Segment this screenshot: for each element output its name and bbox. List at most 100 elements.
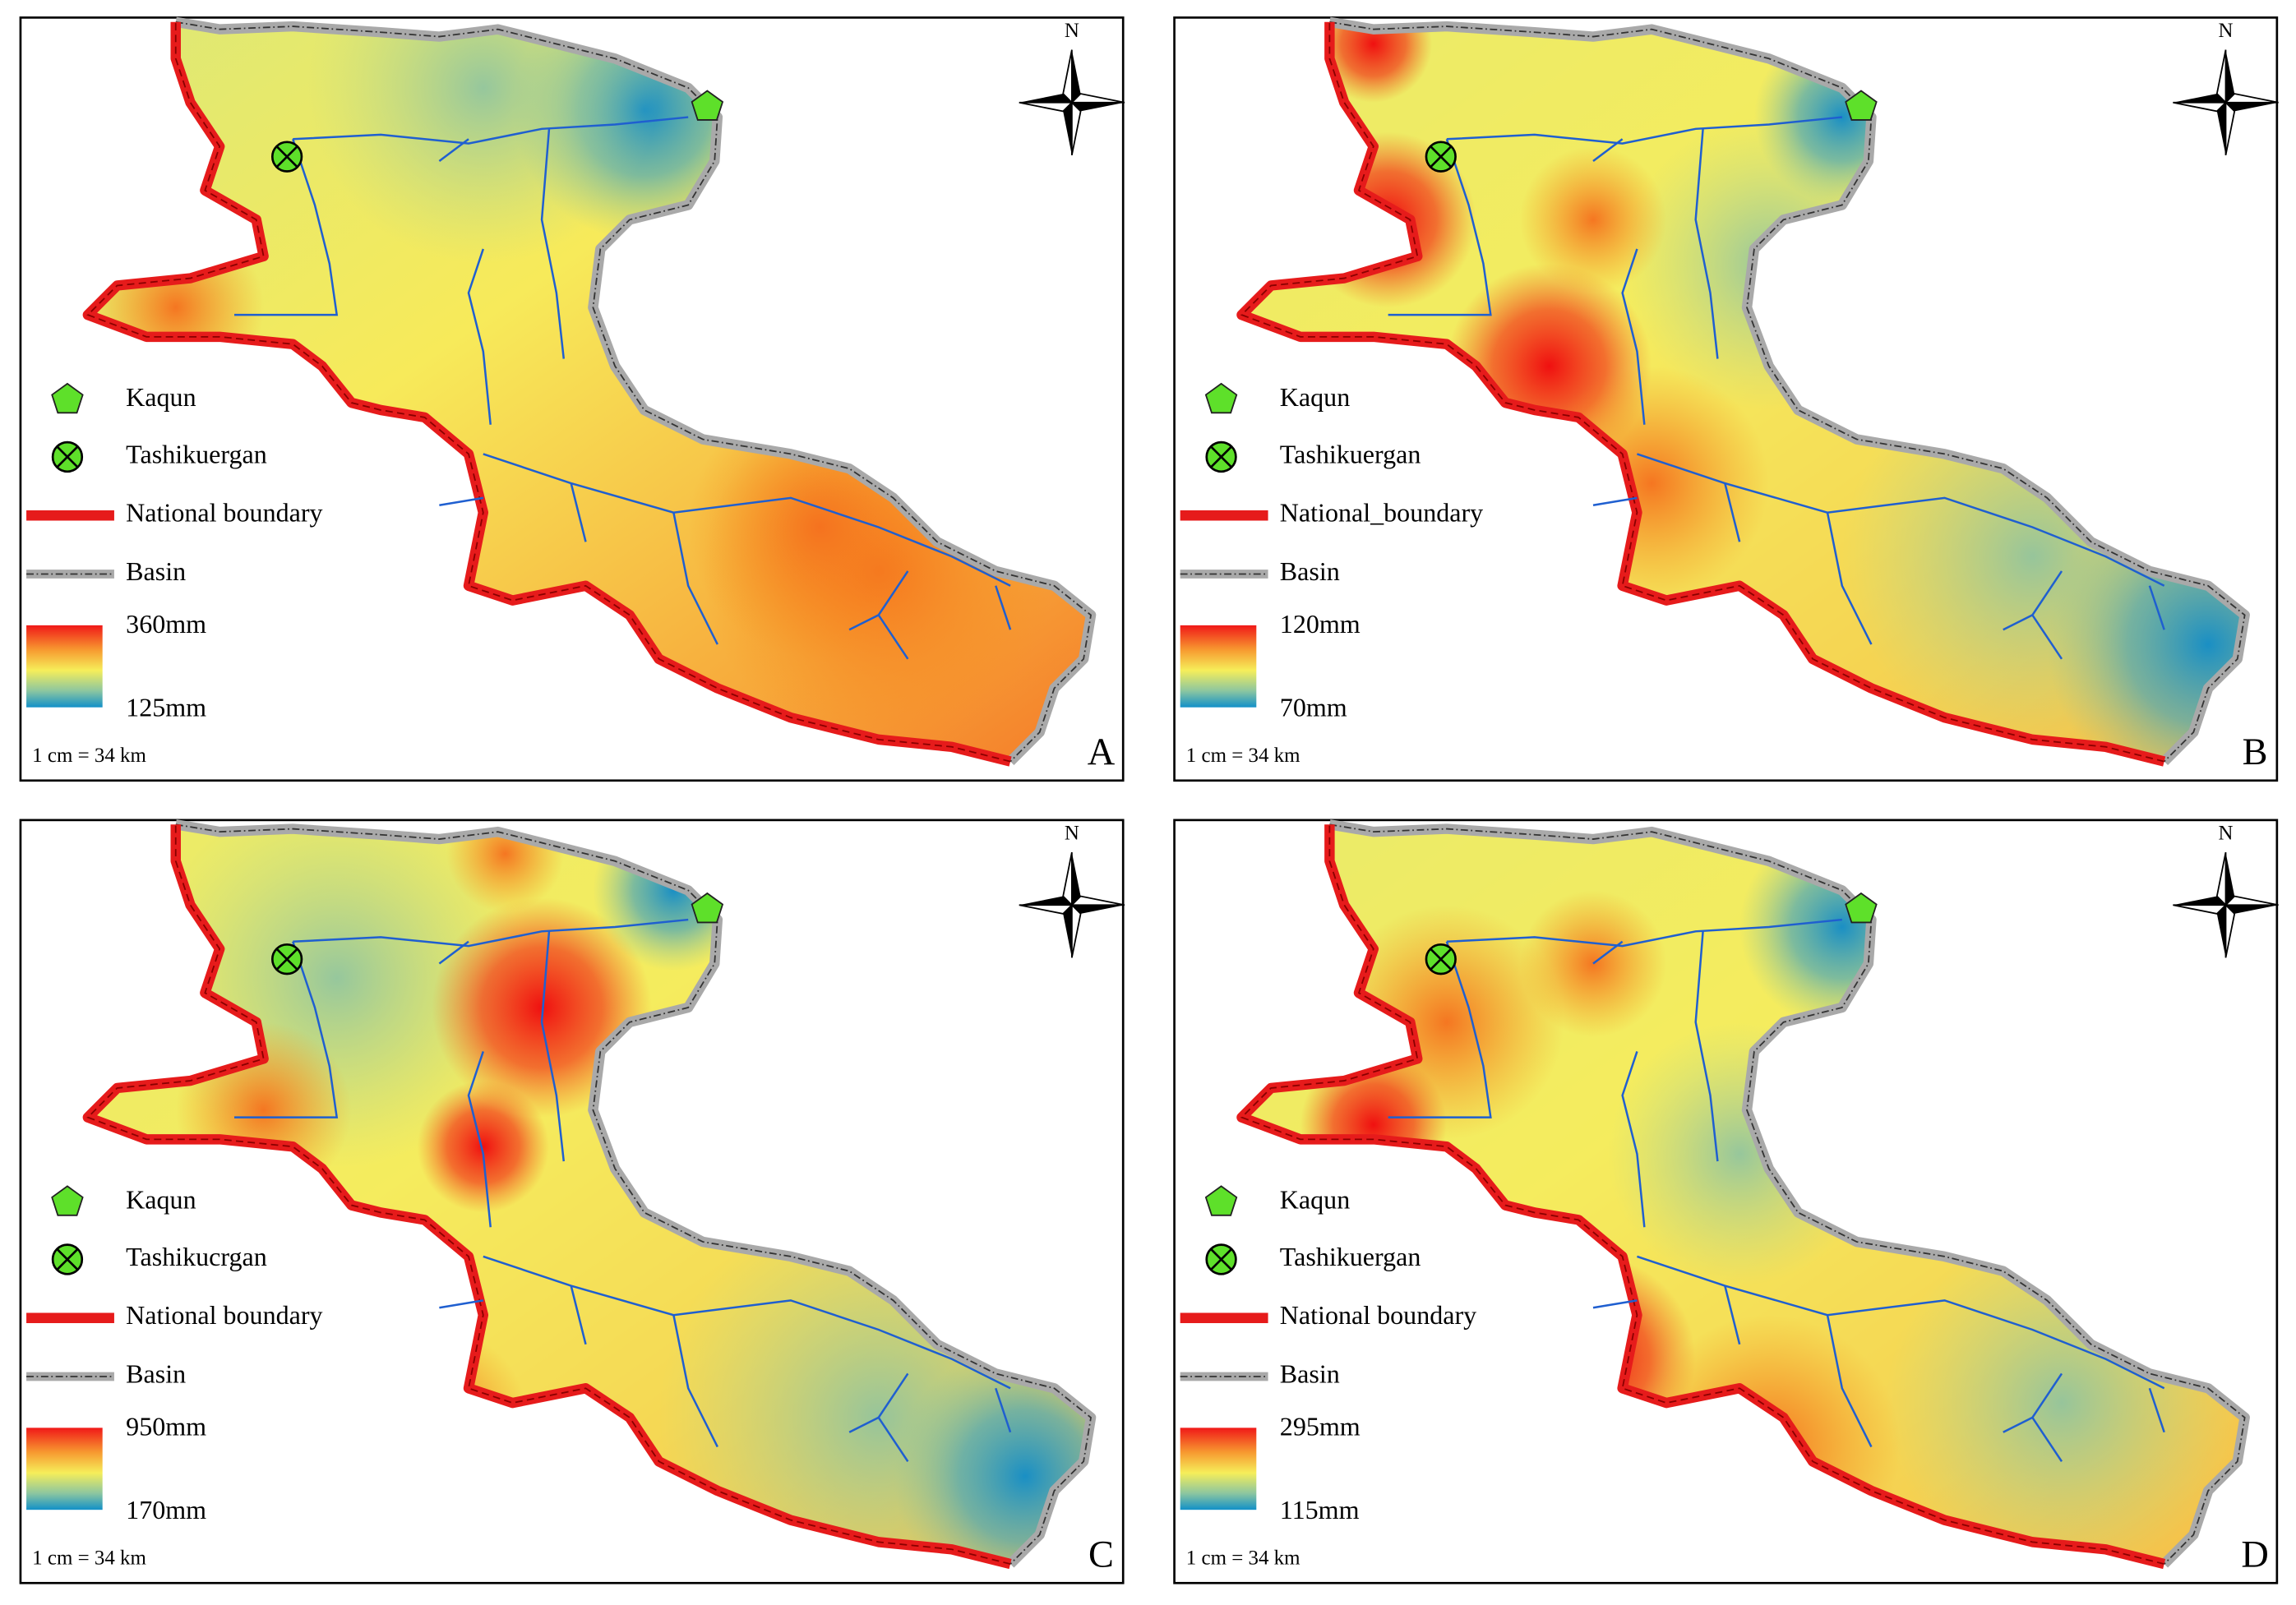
river [848,1416,880,1433]
national-boundary-dash [86,824,1011,1565]
north-arrow [1071,905,1125,914]
north-label: N [1065,822,1079,844]
river [1446,918,1842,948]
river [234,138,339,316]
panel: N Kaqun Tashikuergan National boundary Basin… [19,16,1125,782]
river [1592,1299,1638,1309]
river [848,614,880,631]
north-arrow [2225,102,2279,112]
river [570,1285,587,1345]
tashikuergan-marker-cross [1430,145,1453,168]
north-arrow [1069,895,1125,906]
legend-label: Tashikuergan [1280,1242,1421,1271]
legend-kaqun-icon [51,1185,84,1216]
surface-blob [417,1081,549,1213]
north-arrow [2224,93,2279,104]
north-arrow [2173,94,2226,103]
kaqun-marker [691,892,724,924]
river [1826,512,1873,645]
river [439,1299,484,1309]
legend-label: Tashikuergan [126,439,267,468]
river [293,116,689,145]
legend-label: Basin [126,556,186,586]
color-bar [1180,625,1257,708]
river [1446,116,1842,145]
river [995,1387,1012,1433]
surface-blob [1314,21,1433,103]
river [877,1372,909,1463]
panel-letter: A [1088,731,1116,773]
panel: N Kaqun Tashikuergan National_boundary Basin… [1173,16,2279,782]
panel-letter: C [1088,1534,1114,1576]
river [1592,138,1624,163]
river [1724,482,1741,542]
river [2003,614,2033,631]
north-arrow [1071,102,1125,112]
legend-label: National boundary [126,498,322,528]
scale-text: 1 cm = 34 km [1186,745,1300,767]
north-arrow [2173,904,2228,915]
legend-label: Tashikucrgan [126,1242,267,1271]
river [2030,1372,2063,1463]
panel: N Kaqun Tashikuergan National boundary Basin… [1173,819,2279,1584]
river [540,128,566,359]
basin-boundary-dash [175,823,1092,1565]
river [293,918,689,948]
river [438,940,469,965]
color-bar [26,1427,103,1510]
north-arrow [2216,102,2226,155]
legend-label: National boundary [126,1300,322,1330]
river [1592,496,1638,506]
national-boundary-dash [1240,824,2164,1565]
color-bar-min: 125mm [126,693,206,722]
river [1388,138,1492,316]
north-arrow [2173,101,2228,113]
surface-blob [446,824,564,913]
scale-text: 1 cm = 34 km [1186,1547,1300,1569]
kaqun-marker [1845,892,1878,924]
north-arrow [1069,93,1125,104]
color-bar [26,625,103,708]
river [467,1051,492,1228]
river [2148,585,2165,630]
river [234,941,339,1118]
color-bar-min: 170mm [126,1495,206,1524]
basin-boundary-dash [175,21,1092,763]
river [1621,248,1646,425]
color-bar-max: 360mm [126,609,206,639]
tashikuergan-marker-cross [1430,948,1453,971]
legend-station-icon-cross [56,445,79,468]
river [1388,941,1492,1118]
surface-blob [1519,146,1667,293]
north-arrow [1019,896,1072,906]
color-bar-max: 120mm [1280,609,1361,639]
north-label: N [2218,20,2233,42]
river [1592,940,1624,965]
north-arrow [2225,905,2279,914]
national-boundary-dash [86,21,1011,763]
river [439,496,484,506]
basin-boundary-dash [1329,21,2246,763]
kaqun-marker [1845,90,1878,121]
north-arrow [2224,895,2279,906]
tashikuergan-marker-cross [275,948,298,971]
north-label: N [1065,20,1079,42]
basin-boundary-dash [1329,823,2246,1565]
river [1694,931,1719,1162]
legend-station-icon-cross [1210,445,1232,468]
river [1826,1314,1873,1448]
north-arrow [1019,101,1074,113]
legend-label: Kaqun [126,382,196,412]
legend-label: National boundary [1280,1300,1476,1330]
panel-letter: B [2243,731,2268,773]
north-arrow [1071,49,1081,103]
legend-kaqun-icon [1204,1185,1238,1216]
north-arrow [1071,852,1081,906]
river [672,512,718,645]
north-arrow [2216,905,2226,958]
panel: N Kaqun Tashikucrgan National boundary Basin… [19,819,1125,1584]
scale-text: 1 cm = 34 km [32,1547,146,1569]
north-arrow [2173,896,2226,906]
legend-kaqun-icon [51,382,84,414]
